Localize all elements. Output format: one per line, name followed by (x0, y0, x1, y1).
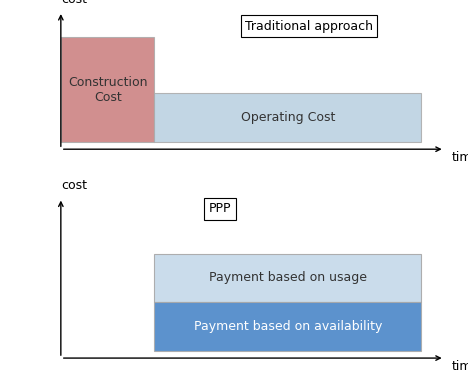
Text: Construction
Cost: Construction Cost (68, 75, 147, 104)
Text: time: time (452, 151, 468, 164)
Text: cost: cost (61, 179, 87, 192)
Text: Operating Cost: Operating Cost (241, 111, 335, 124)
Text: time: time (452, 360, 468, 373)
Bar (61, 37, 154, 142)
Text: Payment based on availability: Payment based on availability (194, 320, 382, 333)
Text: Payment based on usage: Payment based on usage (209, 272, 367, 284)
Text: cost: cost (61, 0, 87, 6)
Bar (154, 254, 421, 302)
Text: Traditional approach: Traditional approach (245, 20, 373, 32)
Bar (154, 93, 421, 142)
Bar (154, 302, 421, 351)
Text: PPP: PPP (209, 203, 231, 215)
